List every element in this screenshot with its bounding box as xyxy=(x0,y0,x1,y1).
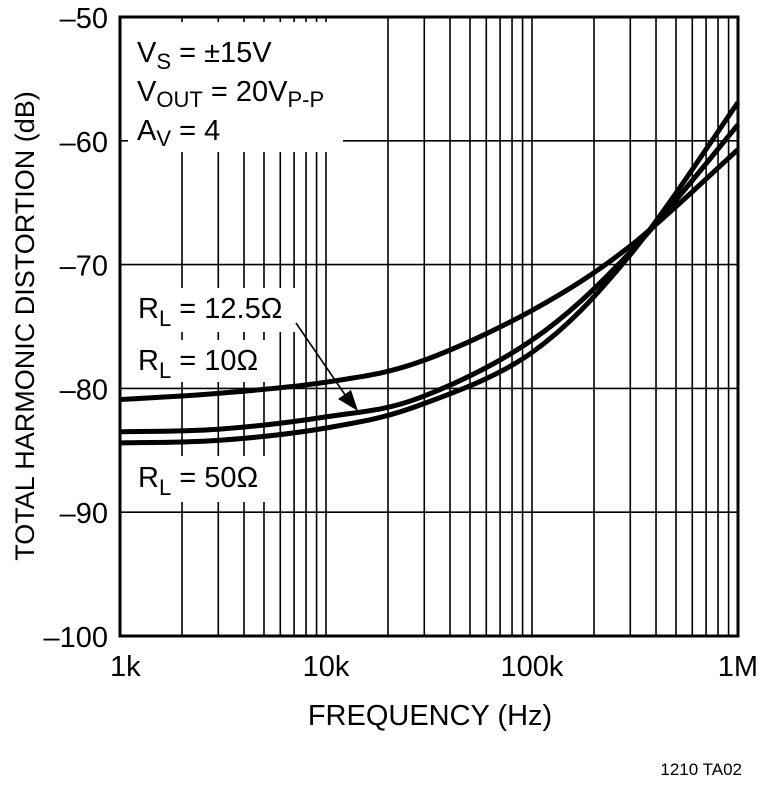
y-tick-label: –80 xyxy=(60,374,108,406)
x-tick-label: 10k xyxy=(303,651,350,683)
y-tick-label: –100 xyxy=(43,622,108,654)
y-tick-label: –90 xyxy=(60,498,108,530)
x-axis-label: FREQUENCY (Hz) xyxy=(308,700,552,732)
curve-series-0 xyxy=(119,147,740,403)
y-tick-label: –70 xyxy=(60,251,108,283)
x-tick-label: 100k xyxy=(501,651,564,683)
x-tick-labels: 1k 10k 100k 1M xyxy=(110,651,758,683)
x-tick-label: 1k xyxy=(110,651,141,683)
condition-av: AV = 4 xyxy=(137,115,220,151)
curve-series-2 xyxy=(119,100,741,446)
condition-vs: VS = ±15V xyxy=(137,37,272,74)
arrow-head-icon xyxy=(338,390,358,411)
condition-vout: VOUT = 20VP-P xyxy=(137,76,324,112)
label-bg-125 xyxy=(128,288,298,332)
label-bg-50 xyxy=(128,456,268,502)
label-rl-12-5: RL = 12.5Ω xyxy=(138,293,282,331)
conditions-bg xyxy=(128,22,343,152)
plot-frame xyxy=(118,15,740,638)
y-axis-label: TOTAL HARMONIC DISTORTION (dB) xyxy=(10,91,40,561)
label-rl-10: RL = 10Ω xyxy=(138,345,258,383)
curve-series-1 xyxy=(119,123,740,435)
y-tick-labels: –50 –60 –70 –80 –90 –100 xyxy=(43,3,108,654)
x-tick-label: 1M xyxy=(718,651,758,683)
label-rl-50: RL = 50Ω xyxy=(138,462,258,500)
annotation-arrow xyxy=(295,322,351,403)
figure-id: 1210 TA02 xyxy=(660,760,742,779)
y-tick-label: –50 xyxy=(60,3,108,35)
data-curves xyxy=(119,100,741,446)
y-tick-label: –60 xyxy=(60,127,108,159)
label-bg-10 xyxy=(128,340,268,382)
